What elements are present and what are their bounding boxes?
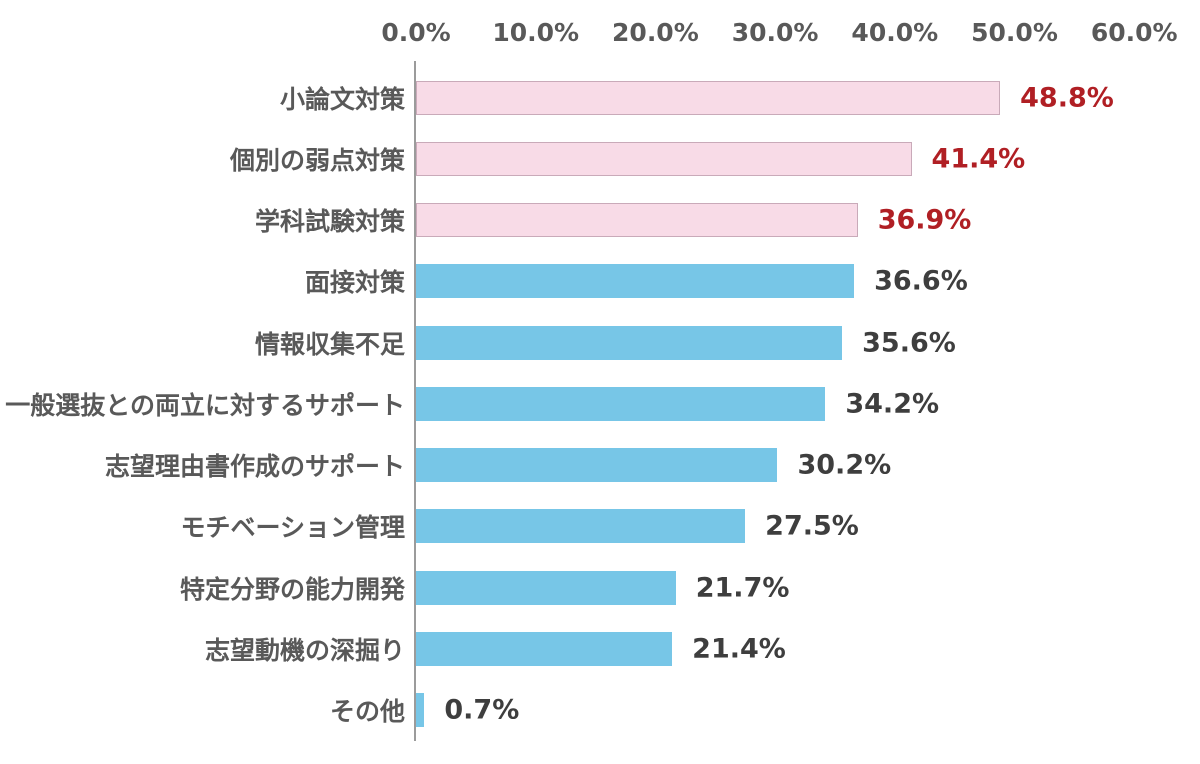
chart-rows: 小論文対策 48.8% 個別の弱点対策 41.4% 学科試験対策 36.9% 面接対策 36.… bbox=[0, 67, 1200, 741]
value-label: 0.7% bbox=[444, 694, 520, 726]
category-label: モチベーション管理 bbox=[180, 513, 405, 543]
bar bbox=[416, 386, 826, 421]
category-label: 学科試験対策 bbox=[254, 207, 405, 237]
bar bbox=[416, 264, 855, 299]
chart-row: 個別の弱点対策 41.4% bbox=[0, 128, 1200, 189]
chart-row: 一般選抜との両立に対するサポート 34.2% bbox=[0, 373, 1200, 434]
chart-row: その他 0.7% bbox=[0, 680, 1200, 741]
value-label: 21.4% bbox=[692, 633, 786, 665]
value-label: 48.8% bbox=[1020, 82, 1114, 114]
bar bbox=[416, 80, 1001, 115]
x-tick-label: 40.0% bbox=[851, 18, 939, 47]
x-tick-label: 60.0% bbox=[1090, 18, 1178, 47]
category-label: 面接対策 bbox=[304, 268, 405, 298]
category-label: 志望理由書作成のサポート bbox=[104, 452, 405, 482]
chart-row: 学科試験対策 36.9% bbox=[0, 190, 1200, 251]
value-label: 41.4% bbox=[931, 143, 1026, 175]
chart-row: 情報収集不足 35.6% bbox=[0, 312, 1200, 373]
x-tick-label: 50.0% bbox=[971, 18, 1058, 47]
value-label: 30.2% bbox=[797, 449, 892, 481]
chart-row: 志望動機の深掘り 21.4% bbox=[0, 618, 1200, 679]
category-label: 小論文対策 bbox=[279, 84, 405, 114]
chart-row: 面接対策 36.6% bbox=[0, 251, 1200, 312]
chart-row: 志望理由書作成のサポート 30.2% bbox=[0, 435, 1200, 496]
category-label: 特定分野の能力開発 bbox=[179, 574, 405, 604]
chart-row: モチベーション管理 27.5% bbox=[0, 496, 1200, 557]
value-label: 27.5% bbox=[765, 510, 859, 542]
value-label: 21.7% bbox=[695, 572, 790, 604]
category-label: 情報収集不足 bbox=[254, 329, 405, 359]
value-label: 34.2% bbox=[845, 388, 940, 420]
x-axis: 0.0% 10.0% 20.0% 30.0% 40.0% 50.0% 60.0% bbox=[0, 16, 1200, 50]
chart-row: 特定分野の能力開発 21.7% bbox=[0, 557, 1200, 618]
value-label: 36.6% bbox=[874, 265, 968, 297]
value-label: 35.6% bbox=[862, 327, 956, 359]
category-label: 一般選抜との両立に対するサポート bbox=[5, 390, 405, 420]
bar bbox=[416, 448, 778, 483]
category-label: その他 bbox=[329, 697, 405, 727]
bar bbox=[416, 203, 858, 238]
category-label: 志望動機の深掘り bbox=[204, 636, 405, 666]
bar bbox=[416, 632, 673, 667]
x-tick-label: 30.0% bbox=[731, 18, 819, 47]
x-tick-label: 10.0% bbox=[492, 18, 580, 47]
bar bbox=[416, 141, 912, 176]
y-axis-line bbox=[414, 61, 416, 741]
x-tick-label: 0.0% bbox=[381, 18, 451, 47]
chart-row: 小論文対策 48.8% bbox=[0, 67, 1200, 128]
category-label: 個別の弱点対策 bbox=[229, 145, 405, 175]
value-label: 36.9% bbox=[877, 204, 972, 236]
x-tick-label: 20.0% bbox=[612, 18, 699, 47]
bar bbox=[416, 693, 425, 728]
bar bbox=[416, 325, 843, 360]
bar bbox=[416, 509, 746, 544]
bar bbox=[416, 570, 676, 605]
